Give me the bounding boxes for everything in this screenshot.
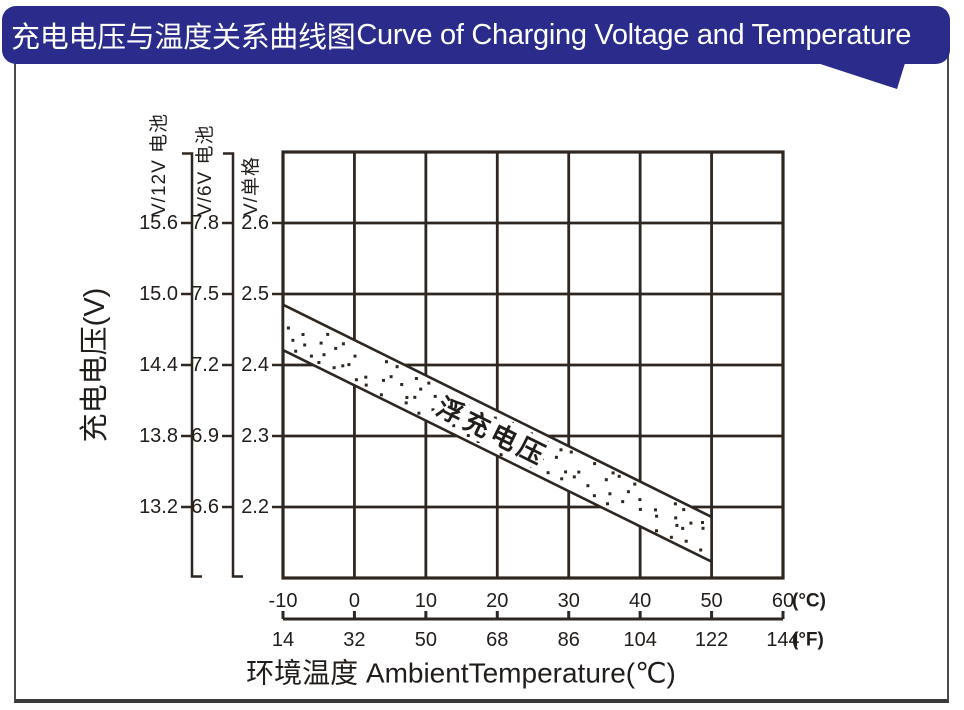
y-tick-label: 2.6 <box>241 212 269 234</box>
x-tick-celsius: 0 <box>349 590 360 612</box>
y-tick-label: 2.5 <box>241 283 269 305</box>
fahrenheit-ruler: 14 32 50 68 86 104 122 144 <box>272 611 800 651</box>
x-tick-celsius: 50 <box>700 590 722 612</box>
y-scale-title: V/6V 电池 <box>194 125 216 216</box>
x-tick-fahrenheit: 14 <box>272 629 294 651</box>
title-banner: 充电电压与温度关系曲线图 Curve of Charging Voltage a… <box>2 6 950 64</box>
x-tick-celsius: 10 <box>415 590 437 612</box>
y-tick-label: 14.4 <box>139 354 178 376</box>
x-tick-celsius: -10 <box>269 590 298 612</box>
y-tick-label: 7.5 <box>191 283 219 305</box>
x-unit-fahrenheit: (°F) <box>792 630 824 651</box>
x-tick-fahrenheit: 144 <box>766 629 799 651</box>
y-tick-label: 6.9 <box>191 425 219 447</box>
x-tick-celsius: 30 <box>558 590 580 612</box>
y-scale-title: V/12V 电池 <box>148 113 170 216</box>
y-axis-title: 充电电压(V) <box>78 288 111 443</box>
y-scale-title: V/单格 <box>240 156 262 216</box>
x-axis-title: 环境温度 AmbientTemperature(℃) <box>246 658 676 689</box>
x-tick-celsius: 60 <box>772 590 794 612</box>
y-tick-label: 2.4 <box>241 354 269 376</box>
x-tick-fahrenheit: 32 <box>343 629 365 651</box>
y-axis-6v: 7.8 7.5 7.2 6.9 6.6 V/6V 电池 <box>191 125 243 578</box>
x-tick-celsius: 40 <box>629 590 651 612</box>
y-tick-label: 15.6 <box>139 212 178 234</box>
y-tick-label: 2.3 <box>241 425 269 447</box>
x-axis: -10 0 10 20 30 40 50 60(°C) 14 32 50 68 86 104 122 144(… <box>246 590 826 689</box>
banner-tail-icon <box>808 60 906 89</box>
y-axis-cell: 2.6 2.5 2.4 2.3 2.2 V/单格 <box>240 156 283 518</box>
y-tick-label: 6.6 <box>191 496 219 518</box>
x-tick-fahrenheit: 50 <box>415 629 437 651</box>
y-axis-12v: 15.6 15.0 14.4 13.8 13.2 V/12V 电池 <box>139 113 202 578</box>
y-tick-label: 7.2 <box>191 354 219 376</box>
x-tick-fahrenheit: 68 <box>486 629 508 651</box>
chart-title-zh: 充电电压与温度关系曲线图 <box>11 22 356 54</box>
x-tick-fahrenheit: 122 <box>695 629 728 651</box>
y-tick-label: 7.8 <box>191 212 219 234</box>
x-tick-celsius: 20 <box>486 590 508 612</box>
y-tick-label: 15.0 <box>139 283 178 305</box>
chart-title-en: Curve of Charging Voltage and Temperatur… <box>356 18 912 51</box>
y-tick-label: 2.2 <box>241 496 269 518</box>
y-tick-label: 13.2 <box>139 496 178 518</box>
x-unit-celsius: (°C) <box>792 591 826 612</box>
y-tick-label: 13.8 <box>139 425 178 447</box>
band-stipple-dots <box>286 326 705 552</box>
x-tick-fahrenheit: 104 <box>623 629 656 651</box>
x-tick-fahrenheit: 86 <box>558 629 580 651</box>
band-outline <box>281 302 713 564</box>
